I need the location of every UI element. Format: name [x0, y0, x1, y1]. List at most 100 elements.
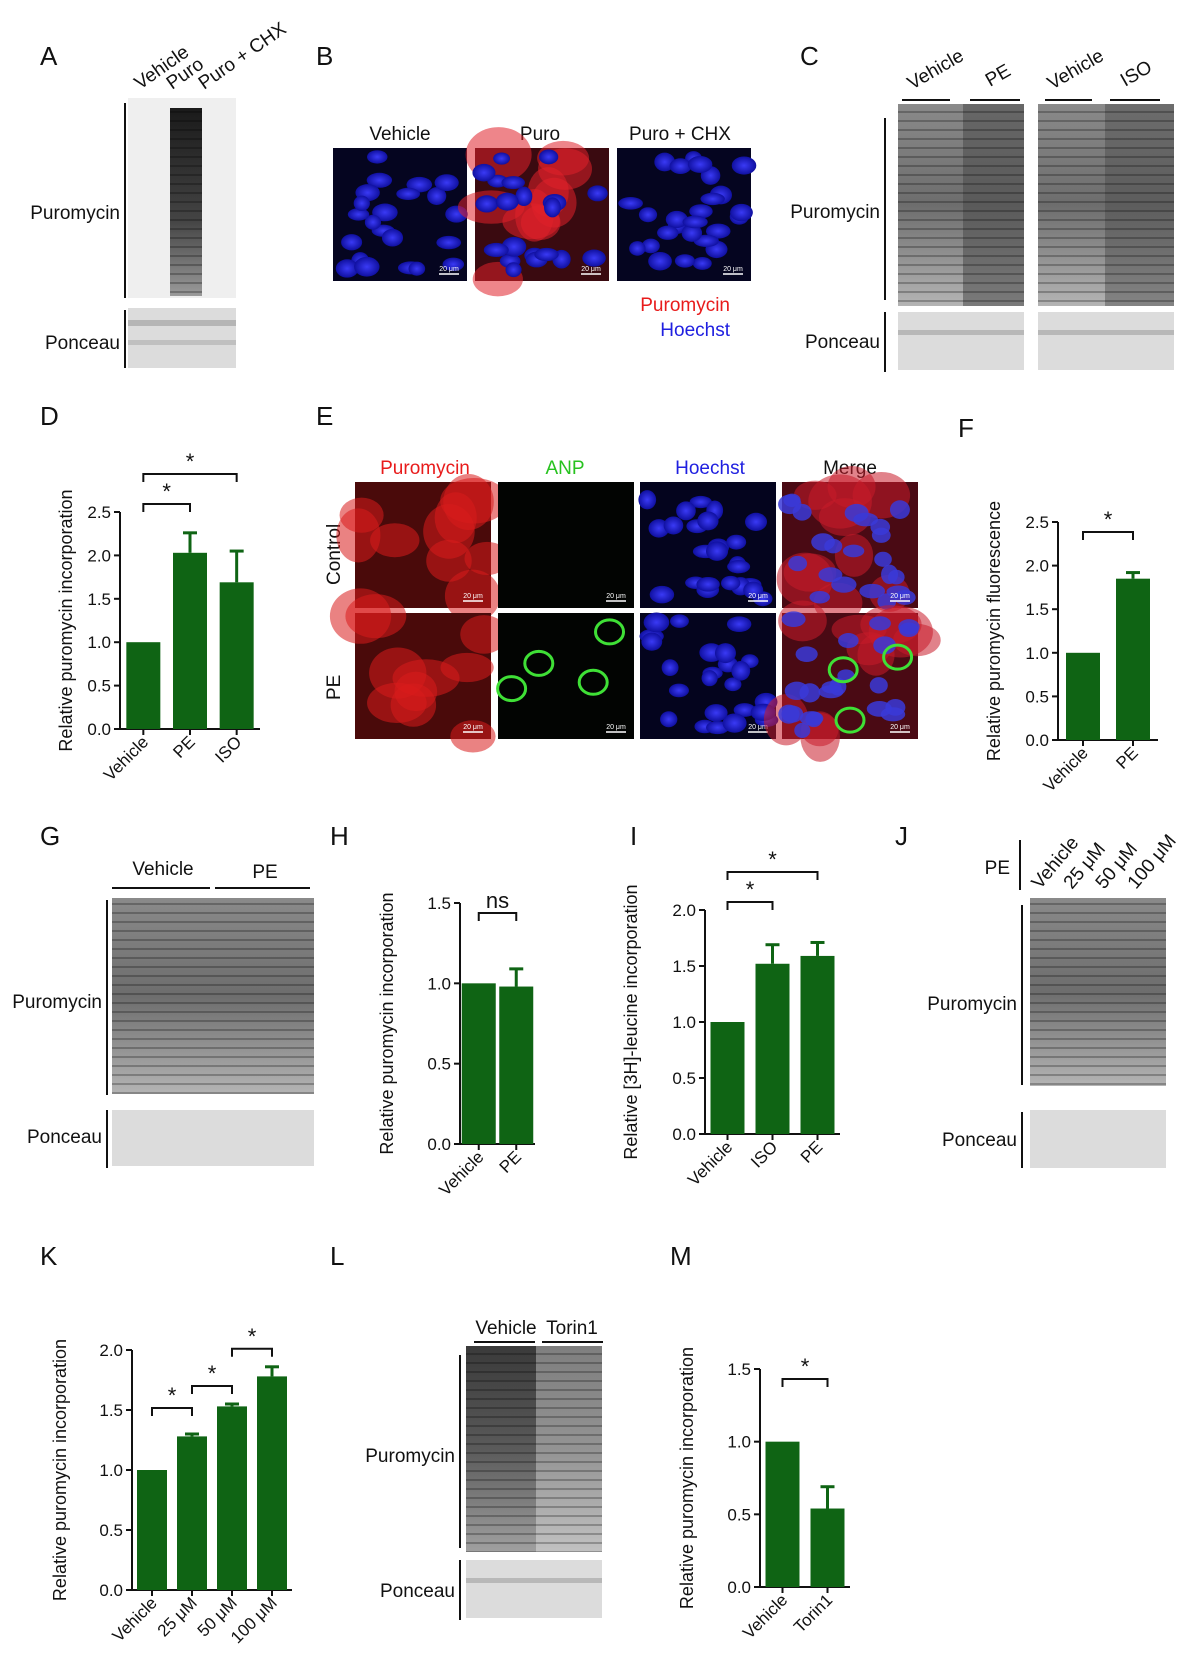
bar-100-m — [257, 1376, 287, 1590]
column-label: Puromycin — [380, 458, 470, 479]
micrograph-pe-puromycin: 20 μm — [329, 588, 508, 753]
scale-bar-label: 20 μm — [890, 593, 910, 600]
micrograph-pe-anp: 20 μm — [496, 613, 634, 739]
micrograph-control-anp: 20 μm — [498, 482, 634, 608]
panel-label-g: G — [40, 821, 60, 851]
column-label: Puro — [520, 124, 560, 145]
micrograph-puro: 20 μm — [457, 127, 609, 297]
panel-b: B Vehicle Puro Puro + CHX 20 μm 20 μm 20 μ… — [316, 41, 757, 341]
significance-bracket — [231, 1347, 273, 1357]
row-label: Ponceau — [380, 1581, 455, 1602]
group-label: Vehicle — [904, 46, 968, 95]
panel-label-k: K — [40, 1241, 58, 1271]
row-label: Puromycin — [365, 1446, 455, 1467]
bar-vehicle — [1066, 652, 1100, 740]
y-tick-label: 2.0 — [87, 546, 111, 565]
y-tick-label: 0.0 — [87, 720, 111, 739]
ponceau-band — [466, 1578, 602, 1583]
y-tick-label: 0.0 — [1025, 731, 1049, 750]
chart-h: H 0.0 0.5 1.0 1.5 Relative puromycin incorpor… — [330, 821, 535, 1200]
micrograph-vehicle: 20 μm — [333, 148, 468, 281]
significance-bracket — [726, 871, 819, 880]
significance-label: * — [186, 449, 195, 474]
chart-f: F 0.0 0.5 1.0 1.5 2.0 2.5 Relative puromycin fl… — [958, 413, 1158, 796]
y-tick-label: 1.0 — [427, 974, 451, 993]
panel-e: E Puromycin ANP Hoechst Merge Control PE… — [316, 401, 941, 762]
bar-torin1 — [810, 1508, 845, 1587]
panel-label-b: B — [316, 41, 333, 71]
bar-iso — [219, 582, 254, 729]
row-label: Puromycin — [12, 992, 102, 1013]
ponceau-band — [128, 320, 236, 326]
scale-bar-label: 20 μm — [606, 724, 626, 731]
y-tick-label: 2.0 — [672, 901, 696, 920]
significance-label: ns — [486, 888, 509, 913]
row-label: Ponceau — [942, 1130, 1017, 1151]
micrograph-row: 20 μm 20 μm 20 μm — [333, 127, 757, 297]
significance-label: * — [162, 479, 171, 504]
row-label: Ponceau — [27, 1127, 102, 1148]
y-tick-label: 1.0 — [1025, 644, 1049, 663]
panel-l: L Vehicle Torin1 Puromycin Ponceau — [330, 1241, 603, 1620]
micrograph-pe-hoechst: 20 μm — [639, 612, 779, 739]
panel-label-j: J — [895, 821, 908, 851]
scale-bar-label: 20 μm — [463, 724, 483, 731]
x-tick-label: ISO — [747, 1137, 781, 1171]
panel-label-a: A — [40, 41, 58, 71]
scale-bar-label: 20 μm — [748, 593, 768, 600]
row-label: Ponceau — [805, 332, 880, 353]
bar-vehicle — [126, 642, 161, 729]
x-tick-label: 25 μM — [154, 1593, 201, 1640]
scale-bar-label: 20 μm — [723, 266, 743, 273]
row-label: Puromycin — [790, 202, 880, 223]
significance-label: * — [1104, 507, 1113, 532]
y-tick-label: 0.5 — [99, 1521, 123, 1540]
panel-label-m: M — [670, 1241, 692, 1271]
bar-pe — [800, 955, 835, 1134]
column-label: Vehicle — [369, 124, 430, 145]
chart-i: I 0.0 0.5 1.0 1.5 2.0 Relative [3H]-leucine in… — [621, 821, 840, 1190]
y-tick-label: 0.0 — [727, 1578, 751, 1597]
chart-m: M 0.0 0.5 1.0 1.5 Relative puromycin incorpor… — [670, 1241, 850, 1643]
panel-label-e: E — [316, 401, 333, 431]
x-tick-label: Vehicle — [1040, 743, 1092, 795]
y-tick-label: 0.5 — [727, 1505, 751, 1524]
column-label: ANP — [545, 458, 584, 479]
ponceau-blot-right — [1038, 312, 1174, 370]
panel-j: J PE Vehicle 25 μM 50 μM 100 μM Puromyci… — [895, 821, 1181, 1168]
panel-c: C Vehicle PE Vehicle ISO Puromycin Ponce… — [790, 41, 1174, 372]
y-tick-label: 1.5 — [672, 957, 696, 976]
x-tick-label: PE — [496, 1147, 525, 1176]
y-tick-label: 1.5 — [87, 590, 111, 609]
y-tick-label: 0.0 — [99, 1581, 123, 1600]
y-tick-label: 2.5 — [87, 503, 111, 522]
significance-label: * — [801, 1354, 810, 1379]
blot-bands — [1030, 898, 1166, 1086]
ponceau-band — [1038, 330, 1174, 335]
significance-bracket — [1082, 531, 1134, 540]
row-label: Puromycin — [30, 203, 120, 224]
significance-bracket — [191, 1385, 233, 1394]
row-label: Puromycin — [927, 994, 1017, 1015]
chart-k: K 0.0 0.5 1.0 1.5 2.0 Relative puromycin incor… — [40, 1241, 292, 1647]
y-tick-label: 1.0 — [727, 1433, 751, 1452]
legend-hoechst: Hoechst — [660, 320, 730, 341]
bar-vehicle — [710, 1022, 745, 1134]
scale-bar-label: 20 μm — [439, 266, 459, 273]
significance-bracket — [726, 901, 774, 910]
ponceau-blot — [466, 1560, 602, 1618]
scale-bar-label: 20 μm — [606, 593, 626, 600]
group-label: PE — [982, 60, 1014, 91]
y-tick-label: 0.5 — [427, 1055, 451, 1074]
scale-bar-label: 20 μm — [890, 724, 910, 731]
y-axis-label: Relative puromycin incorporation — [677, 1347, 697, 1609]
ponceau-blot-left — [898, 312, 1024, 370]
treatment-label: PE — [985, 858, 1010, 879]
y-tick-label: 0.5 — [87, 677, 111, 696]
bar-25-m — [177, 1436, 207, 1590]
x-tick-label: Vehicle — [100, 732, 152, 784]
panel-label-c: C — [800, 41, 819, 71]
significance-bracket — [151, 1407, 193, 1416]
significance-label: * — [168, 1383, 177, 1408]
